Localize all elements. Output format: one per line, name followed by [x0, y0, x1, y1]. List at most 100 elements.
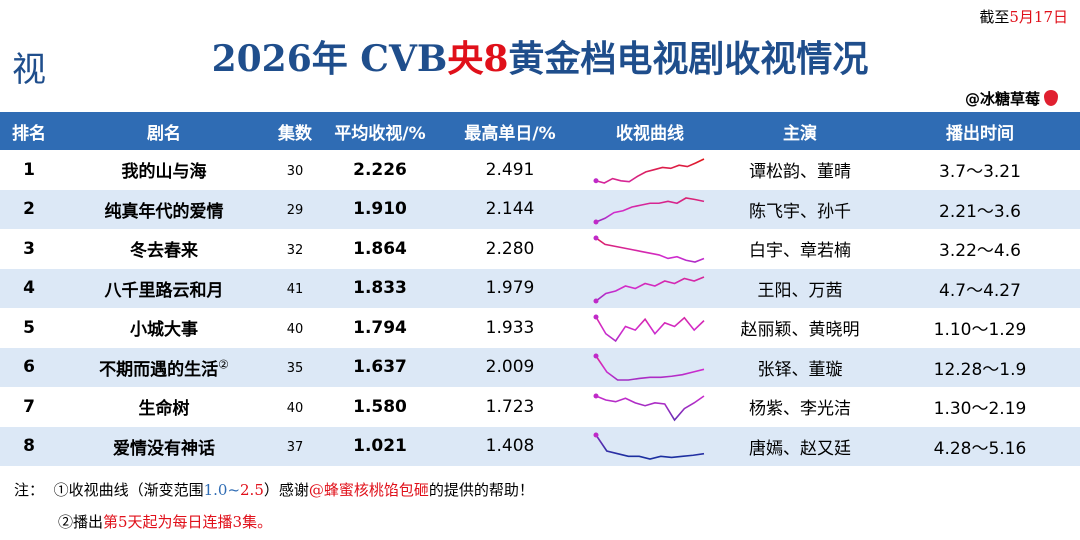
title: 生命树: [138, 399, 190, 420]
table-cell: 小城大事: [58, 315, 270, 340]
table-cell: 4: [0, 278, 58, 298]
peak: 1.723: [485, 396, 535, 417]
table-cell: 2.144: [440, 199, 580, 219]
table-cell: 32: [270, 239, 320, 259]
cast: 王阳、万茜: [757, 280, 843, 301]
title: 爱情没有神话: [113, 438, 215, 459]
table-cell: 3: [0, 239, 58, 259]
header-cell: 平均收视/%: [334, 123, 426, 144]
table-cell: 2.21～3.6: [880, 197, 1080, 222]
cast: 杨紫、李光洁: [749, 399, 851, 420]
table-cell: 4.28～5.16: [880, 434, 1080, 459]
avg: 1.580: [353, 396, 407, 417]
sparkline: [593, 432, 705, 461]
episodes: 35: [286, 361, 304, 377]
logo: 视: [12, 50, 46, 90]
rank: 2: [23, 199, 35, 220]
cast: 张铎、董璇: [757, 359, 843, 380]
table-cell: 我的山与海: [58, 157, 270, 182]
table-cell: 1: [0, 160, 58, 180]
note-label: 注：: [14, 481, 45, 499]
table-cell: 杨紫、李光洁: [720, 394, 880, 419]
episodes: 41: [286, 282, 304, 298]
range-sep: ~: [227, 481, 241, 499]
title: 八千里路云和月: [104, 280, 224, 301]
curve-line: [595, 355, 705, 382]
peak: 1.979: [485, 278, 535, 299]
table-cell: 12.28～1.9: [880, 355, 1080, 380]
curve-line: [595, 197, 705, 223]
title-part: 黄金档电视剧收视情况: [508, 38, 869, 80]
rank: 3: [23, 238, 35, 259]
airing: 3.7～3.21: [939, 162, 1021, 183]
table-cell: [580, 429, 720, 463]
table-cell: 1.833: [320, 278, 440, 298]
header-cell: 排名: [12, 123, 46, 144]
table-cell: 2.009: [440, 357, 580, 377]
note-text: ）感谢: [263, 481, 309, 499]
avg: 1.864: [353, 238, 407, 259]
table-cell: 1.637: [320, 357, 440, 377]
table-cell: 1.10～1.29: [880, 315, 1080, 340]
credit: @蜂蜜核桃馅包砸: [308, 481, 429, 499]
note-text: 第5天起为每日连播3集。: [103, 513, 273, 531]
range-high: 2.5: [240, 481, 264, 499]
table-cell: 王阳、万茜: [720, 276, 880, 301]
curve-start: [593, 432, 599, 438]
note-text: 的提供的帮助！: [428, 481, 534, 499]
episodes: 37: [286, 440, 304, 456]
table-cell: [580, 311, 720, 345]
episodes: 30: [286, 163, 304, 179]
table-cell: 八千里路云和月: [58, 276, 270, 301]
table-cell: 4.7～4.27: [880, 276, 1080, 301]
table-cell: 2.280: [440, 239, 580, 259]
table-cell: 3.22～4.6: [880, 236, 1080, 261]
airing: 4.28～5.16: [933, 438, 1027, 459]
peak: 2.009: [485, 357, 535, 378]
table-cell: 8: [0, 436, 58, 456]
table-cell: 冬去春来: [58, 236, 270, 261]
table-cell: [580, 232, 720, 266]
rank: 1: [23, 159, 35, 180]
sparkline: [593, 353, 705, 382]
date: 5月17日: [1009, 8, 1068, 26]
table-cell: 1.864: [320, 239, 440, 259]
cast: 赵丽颖、黄晓明: [740, 320, 860, 341]
curve-start: [593, 314, 599, 320]
title: 小城大事: [130, 320, 198, 341]
table-cell: 1.910: [320, 199, 440, 219]
note-line: 注： ①收视曲线（渐变范围1.0~2.5）感谢@蜂蜜核桃馅包砸的提供的帮助！: [14, 474, 534, 506]
table-cell: 白宇、章若楠: [720, 236, 880, 261]
curve-start: [593, 219, 599, 225]
date-prefix: 截至: [979, 8, 1010, 26]
table-cell: [580, 192, 720, 226]
header-cell: 剧名: [147, 123, 181, 144]
table-row: 3 冬去春来 32 1.864 2.280 白宇、章若楠 3.22～4.6: [0, 229, 1080, 269]
header-cell: 收视曲线: [616, 123, 684, 144]
title: 不期而遇的生活: [99, 359, 219, 380]
episodes: 40: [286, 400, 304, 416]
table-row: 7 生命树 40 1.580 1.723 杨紫、李光洁 1.30～2.19: [0, 387, 1080, 427]
table-cell: 2: [0, 199, 58, 219]
table-cell: 1.30～2.19: [880, 394, 1080, 419]
title-part: 央8: [447, 38, 509, 80]
notes: 注： ①收视曲线（渐变范围1.0~2.5）感谢@蜂蜜核桃馅包砸的提供的帮助！ ②…: [14, 474, 534, 538]
title: 我的山与海: [121, 162, 207, 183]
table-cell: 生命树: [58, 394, 270, 419]
table-row: 5 小城大事 40 1.794 1.933 赵丽颖、黄晓明 1.10～1.29: [0, 308, 1080, 348]
peak: 2.491: [485, 159, 535, 180]
curve-start: [593, 235, 599, 241]
curve-line: [595, 158, 705, 184]
note-line: ②播出第5天起为每日连播3集。: [14, 506, 534, 538]
table-cell: 张铎、董璇: [720, 355, 880, 380]
table: 排名 剧名 集数 平均收视/% 最高单日/% 收视曲线 主演 播出时间 1 我的山与海 30 2.22…: [0, 112, 1080, 466]
avg: 1.833: [353, 278, 407, 299]
table-cell: 6: [0, 357, 58, 377]
header-cell: 主演: [783, 123, 817, 144]
table-cell: [580, 390, 720, 424]
cast: 唐嫣、赵又廷: [749, 438, 851, 459]
table-cell: 2.491: [440, 160, 580, 180]
title: 冬去春来: [130, 241, 198, 262]
avg: 1.794: [353, 317, 407, 338]
table-row: 4 八千里路云和月 41 1.833 1.979 王阳、万茜 4.7～4.27: [0, 268, 1080, 308]
